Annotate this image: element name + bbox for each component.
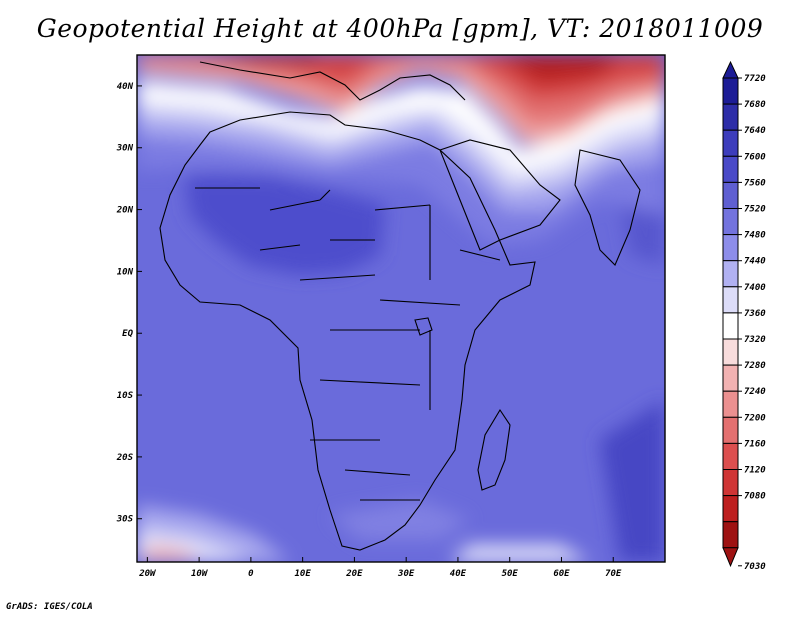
colorbar-label: 7240 [744,387,766,397]
colorbar-label: 7640 [744,126,766,136]
map-outlines [159,61,641,551]
colorbar-swatch [722,338,739,366]
colorbar-swatch [722,521,739,549]
colorbar-swatch [722,416,739,444]
colorbar-swatch [722,129,739,157]
lon-tick-label: 50E [502,569,519,579]
lon-tick-label: 20W [138,569,157,579]
colorbar-bottom-arrow [722,547,739,568]
colorbar-swatch [722,364,739,392]
colorbar-label: 7120 [744,466,766,476]
colorbar-swatch [722,286,739,314]
colorbar-top-arrow [722,60,739,79]
lat-tick-label: 10S [117,391,134,401]
colorbar-label: 7600 [744,152,766,162]
lat-tick-label: 30S [116,515,134,525]
colorbar-label: 7160 [744,439,766,449]
colorbar-label: 7320 [744,335,766,345]
coastline-europe [199,61,466,101]
colorbar-swatch [722,77,739,105]
lat-tick-label: 20S [116,453,134,463]
coastline-india [574,149,641,266]
colorbar-swatch [722,260,739,288]
lon-tick-label: 70E [605,569,622,579]
height-field [137,55,665,562]
colorbar-label: 7280 [744,361,766,371]
colorbar-label: 7030 [744,562,766,572]
page-title: Geopotential Height at 400hPa [gpm], VT:… [36,14,764,43]
lon-tick-label: 10E [295,569,312,579]
colorbar-label: 7440 [744,257,766,267]
colorbar-label: 7680 [744,100,766,110]
map-frame [136,54,666,563]
colorbar-swatch [722,495,739,523]
colorbar-swatch [722,208,739,236]
colorbar: 7720 7680 7640 7600 7560 7520 7480 7440 7400 7360… [722,60,766,572]
lat-tick-label: EQ [122,329,133,339]
colorbar-swatch [722,312,739,340]
colorbar-label: 7360 [744,309,766,319]
colorbar-label: 7400 [744,283,766,293]
colorbar-swatch [722,390,739,418]
lake-victoria [414,317,433,336]
border-lines [195,187,501,501]
colorbar-swatch [722,469,739,497]
lon-tick-label: 60E [553,569,570,579]
colorbar-label: 7480 [744,231,766,241]
map-ticks: 20W 10W 0 10E 20E 30E 40E 50E 60E 70E 40N 30N 20N 10N… [116,82,622,579]
lon-tick-label: 0 [248,569,254,579]
credit-text: GrADS: IGES/COLA [6,602,93,612]
coastline-africa [159,111,536,551]
lon-tick-label: 10W [191,569,209,579]
lat-tick-label: 40N [117,82,134,92]
lat-tick-label: 10N [117,267,134,277]
colorbar-swatch [722,155,739,183]
colorbar-swatch [722,234,739,262]
lon-tick-label: 20E [345,569,363,579]
colorbar-label: 7720 [744,74,766,84]
colorbar-label: 7560 [744,178,766,188]
lat-tick-label: 20N [116,206,134,216]
colorbar-swatch [722,442,739,470]
colorbar-label: 7080 [744,492,766,502]
coastline-arabia [439,139,561,251]
colorbar-swatch [722,103,739,131]
lon-tick-label: 40E [450,569,467,579]
colorbar-label: 7520 [744,205,766,215]
lat-tick-label: 30N [116,144,134,154]
colorbar-swatch [722,181,739,209]
lon-tick-label: 30E [397,569,415,579]
colorbar-label: 7200 [744,413,766,423]
coastline-madagascar [477,408,511,491]
